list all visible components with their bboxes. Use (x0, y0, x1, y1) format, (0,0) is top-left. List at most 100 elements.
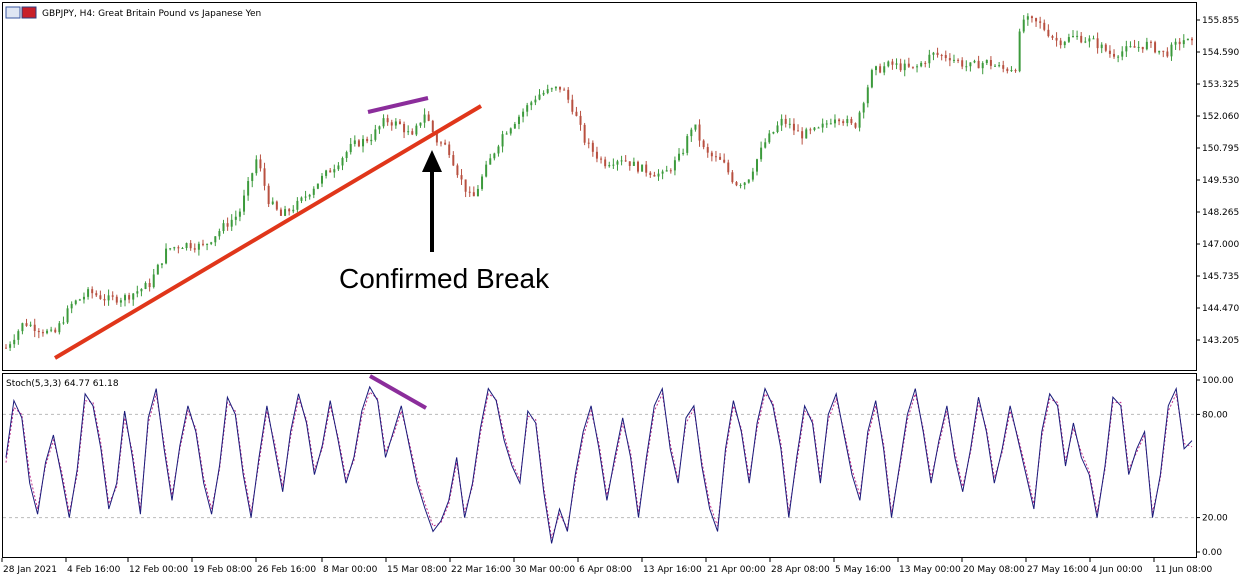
candle-body (296, 200, 299, 210)
candle-body (9, 344, 12, 348)
candle-body (448, 144, 451, 156)
candle-body (288, 209, 291, 212)
candle-body (456, 165, 459, 176)
candle-body (394, 121, 397, 126)
candle-body (218, 231, 221, 237)
candle-body (279, 209, 282, 216)
stoch-title: Stoch(5,3,3) 64.77 61.18 (6, 379, 119, 389)
candle-body (177, 247, 180, 249)
candle-body (579, 115, 582, 125)
chart-menu-icon[interactable] (5, 6, 21, 19)
candle-body (1084, 41, 1087, 43)
confirmed-break-label: Confirmed Break (339, 263, 550, 294)
candle-body (13, 339, 16, 345)
candle-body (132, 293, 135, 300)
candle-body (152, 274, 155, 288)
candle-body (1141, 46, 1144, 50)
candle-body (891, 61, 894, 65)
candle-body (1191, 38, 1193, 41)
candle-body (706, 147, 709, 153)
candle-body (1186, 38, 1189, 41)
candle-body (50, 329, 53, 331)
candle-body (403, 124, 406, 133)
candle-body (858, 112, 861, 128)
candle-body (1137, 46, 1140, 48)
candle-body (1076, 35, 1079, 37)
candle-body (973, 60, 976, 63)
candle-body (924, 62, 927, 64)
candle-body (641, 164, 644, 172)
candle-body (645, 164, 648, 173)
time-tick-label: 6 Apr 08:00 (579, 565, 632, 575)
candle-body (415, 125, 418, 135)
candle-body (1035, 18, 1038, 22)
candle-body (238, 211, 241, 217)
candle-body (887, 61, 890, 67)
candle-body (1104, 44, 1107, 51)
candle-body (169, 248, 172, 250)
time-tick-label: 26 Feb 16:00 (257, 565, 316, 575)
candle-body (370, 139, 373, 142)
candle-body (678, 153, 681, 161)
candle-body (788, 123, 791, 125)
candle-body (944, 55, 947, 59)
candle-body (255, 159, 258, 174)
candle-body (534, 99, 537, 103)
candle-body (366, 138, 369, 142)
candle-body (1071, 36, 1074, 38)
time-tick-label: 4 Jun 00:00 (1091, 565, 1143, 575)
candle-body (977, 60, 980, 69)
candle-body (854, 123, 857, 128)
candle-body (66, 308, 69, 323)
time-tick-label: 11 Jun 08:00 (1155, 565, 1212, 575)
candle-body (128, 295, 131, 300)
candle-body (1166, 51, 1169, 57)
candle-body (156, 264, 159, 275)
candle-body (833, 119, 836, 124)
candle-body (969, 62, 972, 67)
candle-body (58, 323, 61, 333)
candle-body (616, 161, 619, 165)
candle-body (1059, 40, 1062, 46)
time-tick-label: 27 May 16:00 (1027, 565, 1089, 575)
candle-body (702, 140, 705, 148)
candle-body (497, 146, 500, 154)
price-tick-label: 153.325 (1202, 80, 1239, 90)
candle-body (1022, 19, 1025, 32)
candle-body (440, 142, 443, 144)
time-tick-label: 8 Mar 00:00 (323, 565, 378, 575)
candle-body (739, 185, 742, 187)
stoch-main-line (5, 385, 1193, 544)
time-tick-label: 28 Jan 2021 (3, 565, 57, 575)
candle-body (895, 63, 898, 65)
candle-body (550, 88, 553, 90)
candle-body (5, 347, 7, 349)
candle-body (952, 59, 955, 61)
time-tick-label: 30 Mar 00:00 (515, 565, 575, 575)
candle-body (333, 169, 336, 173)
candle-body (526, 105, 529, 112)
candle-body (1149, 41, 1152, 43)
candle-body (431, 120, 434, 133)
time-tick-label: 15 Mar 08:00 (387, 565, 447, 575)
candle-body (1043, 22, 1046, 30)
candle-body (226, 223, 229, 227)
candle-body (838, 119, 841, 122)
candle-body (501, 134, 504, 147)
candle-body (604, 159, 607, 167)
candle-body (472, 192, 475, 197)
candle-body (1018, 31, 1021, 72)
stoch-axis: 100.00 80.00 20.00 0.00 (3, 376, 1234, 558)
candle-body (82, 296, 85, 300)
candle-body (916, 66, 919, 68)
candle-body (210, 242, 213, 244)
candle-body (591, 142, 594, 152)
candle-body (357, 140, 360, 147)
candle-body (407, 131, 410, 133)
candle-body (542, 92, 545, 95)
candle-body (41, 332, 44, 334)
candle-body (768, 133, 771, 143)
price-tick-label: 143.205 (1202, 336, 1239, 346)
candle-body (214, 236, 217, 243)
